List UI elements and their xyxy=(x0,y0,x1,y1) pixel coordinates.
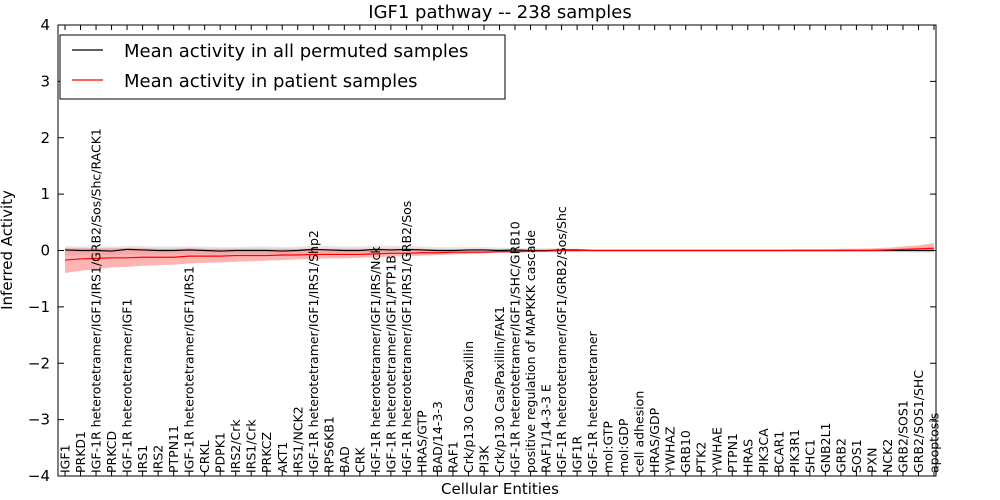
category-label: IGF-1R heterotetramer/IGF1/SHC/GRB10 xyxy=(508,221,523,473)
category-label: SOS1 xyxy=(849,439,864,473)
category-label: CRKL xyxy=(197,440,212,473)
category-label: PTK2 xyxy=(694,442,709,473)
category-label: mol:GDP xyxy=(616,418,631,473)
category-label: GRB2/SOS1/SHC xyxy=(911,370,926,473)
category-label: IRS2/Crk xyxy=(228,419,243,473)
y-tick-label: 4 xyxy=(40,16,50,34)
series-lines xyxy=(64,247,935,261)
category-label: PRKCZ xyxy=(259,432,274,473)
category-label: PTPN1 xyxy=(725,433,740,473)
category-label: IRS2 xyxy=(151,445,166,473)
x-axis-label: Cellular Entities xyxy=(441,480,559,498)
y-tick-label: 3 xyxy=(40,72,50,90)
category-label: RAF1 xyxy=(445,441,460,473)
category-label: YWHAZ xyxy=(663,426,678,474)
y-tick-label: 1 xyxy=(40,185,50,203)
category-label: cell adhesion xyxy=(632,391,647,473)
category-label: mol:GTP xyxy=(601,421,616,473)
category-label: PTPN11 xyxy=(166,425,181,473)
y-tick-label: −1 xyxy=(28,298,50,316)
category-label: IGF-1R heterotetramer/IGF1/PTP1B xyxy=(383,255,398,473)
category-label: IGF-1R heterotetramer/IGF1/IRS1/Shp2 xyxy=(306,230,321,473)
category-label: IRS1/Crk xyxy=(244,419,259,473)
category-label: IRS1 xyxy=(135,445,150,473)
category-labels: IGF1 PRKD1 IGF-1R heterotetramer/IGF1/IRS1… xyxy=(58,128,942,474)
y-tick-label: −3 xyxy=(28,411,50,429)
legend-box xyxy=(59,34,506,100)
y-axis-label: Inferred Activity xyxy=(0,190,16,310)
category-label: PRKCD xyxy=(104,431,119,473)
category-label: GRB2 xyxy=(833,438,848,473)
category-label: BAD/14-3-3 xyxy=(430,401,445,473)
category-label: Crk/p130 Cas/Paxillin/FAK1 xyxy=(492,306,507,473)
category-label: Crk/p130 Cas/Paxillin xyxy=(461,341,476,473)
category-label: IGF1 xyxy=(58,444,73,473)
category-label: positive regulation of MAPKKK cascade xyxy=(523,230,538,473)
y-tick-label: 0 xyxy=(40,242,50,260)
y-axis: −4 −3 −2 −1 0 1 2 3 4 xyxy=(28,16,936,485)
category-label: SHC1 xyxy=(802,439,817,473)
category-label: YWHAE xyxy=(709,427,724,474)
legend: Mean activity in all permuted samples Me… xyxy=(59,34,506,100)
category-label: HRAS/GTP xyxy=(414,410,429,473)
x-axis-ticks xyxy=(64,25,935,476)
category-label: IGF-1R heterotetramer/IGF1/IRS1 xyxy=(182,266,197,473)
category-label: RPS6KB1 xyxy=(321,416,336,473)
category-label: IGF-1R heterotetramer/IGF1/IRS1/GRB2/Sos… xyxy=(89,128,104,473)
category-label: IGF-1R heterotetramer/IGF1/GRB2/Sos/Shc xyxy=(554,206,569,473)
category-label: IGF-1R heterotetramer/IGF1/IRS/Nck xyxy=(368,246,383,473)
category-label: HRAS xyxy=(740,439,755,473)
category-label: HRAS/GDP xyxy=(647,407,662,473)
category-label: PIK3R1 xyxy=(787,429,802,473)
y-tick-label: 2 xyxy=(40,129,50,147)
category-label: BAD xyxy=(337,446,352,473)
category-label: apoptosis xyxy=(927,413,942,473)
category-label: PI3K xyxy=(476,445,491,473)
category-label: NCK2 xyxy=(880,439,895,473)
category-label: GRB10 xyxy=(678,430,693,473)
category-label: BCAR1 xyxy=(771,431,786,473)
legend-permuted-label: Mean activity in all permuted samples xyxy=(124,41,468,62)
category-label: IGF1R xyxy=(570,435,585,473)
category-label: PRKD1 xyxy=(73,431,88,473)
category-label: IGF-1R heterotetramer/IGF1/IRS1/GRB2/Sos xyxy=(399,201,414,473)
category-label: PDPK1 xyxy=(213,432,228,473)
category-label: PXN xyxy=(864,448,879,473)
category-label: IRS1/NCK2 xyxy=(290,406,305,473)
category-label: GRB2/SOS1 xyxy=(895,400,910,473)
category-label: IGF-1R heterotetramer/IGF1 xyxy=(120,299,135,473)
chart-title: IGF1 pathway -- 238 samples xyxy=(368,2,631,23)
y-tick-label: −4 xyxy=(28,467,50,485)
category-label: GNB2L1 xyxy=(818,423,833,473)
category-label: IGF-1R heterotetramer xyxy=(585,330,600,473)
line-series-1 xyxy=(64,247,935,261)
category-label: PIK3CA xyxy=(756,428,771,473)
y-tick-label: −2 xyxy=(28,354,50,372)
legend-patient-label: Mean activity in patient samples xyxy=(124,71,418,92)
category-label: AKT1 xyxy=(275,442,290,473)
category-label: RAF1/14-3-3 E xyxy=(539,384,554,473)
category-label: CRK xyxy=(352,447,367,473)
